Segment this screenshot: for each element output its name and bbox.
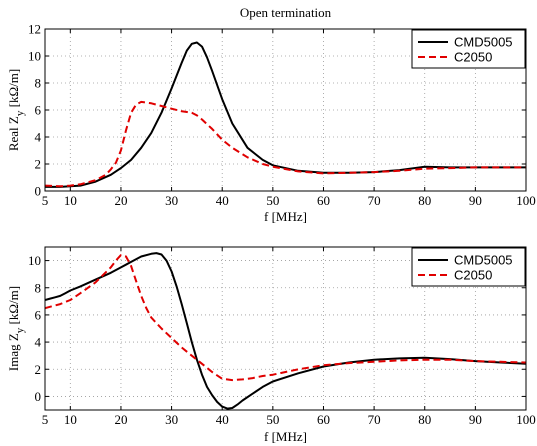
legend-label-cmd5005: CMD5005 [454,253,513,268]
panel-imag: 5 10 20 30 40 50 60 70 80 90 100 0 2 4 6 8 10 CMD5005C205… [6,246,536,444]
x-tick-label: 5 [42,193,49,208]
y-tick-label: 4 [35,335,42,350]
x-tick-label: 30 [165,412,178,427]
x-tick-label: 5 [42,412,49,427]
series-line-c2050 [45,100,526,188]
x-tick-label: 100 [516,193,536,208]
x-tick-label: 50 [266,193,279,208]
x-tick-label: 80 [418,412,431,427]
y-tick-label: 12 [28,22,41,37]
x-axis-label: f [MHz] [264,209,307,224]
x-tick-label: 90 [469,193,482,208]
x-tick-label: 20 [114,193,127,208]
y-axis-label: Imag Zy [kΩ/m] [6,286,26,371]
y-tick-label: 10 [28,253,41,268]
y-tick-label: 2 [35,362,42,377]
x-tick-label: 40 [216,193,229,208]
y-tick-label: 2 [35,157,42,172]
x-tick-label: 10 [64,412,77,427]
x-tick-label: 10 [64,193,77,208]
legend-label-c2050: C2050 [454,268,492,283]
x-tick-label: 20 [114,412,127,427]
y-tick-label: 8 [35,76,42,91]
x-tick-label: 40 [216,412,229,427]
y-tick-label: 0 [35,184,42,199]
chart-title: Open termination [240,5,332,20]
y-tick-label: 8 [35,280,42,295]
x-tick-label: 60 [317,412,330,427]
y-axis-label: Real Zy [kΩ/m] [6,69,26,151]
plot-frame [44,246,527,411]
y-tick-label: 10 [28,49,41,64]
legend-box [411,247,526,287]
x-tick-label: 30 [165,193,178,208]
plot-frame [44,28,527,192]
y-tick-label: 6 [35,307,42,322]
x-tick-label: 100 [516,412,536,427]
x-tick-label: 60 [317,193,330,208]
x-tick-label: 80 [418,193,431,208]
y-tick-label: 6 [35,103,42,118]
x-tick-label: 70 [368,193,381,208]
y-tick-label: 0 [35,389,42,404]
x-tick-label: 70 [368,412,381,427]
x-tick-label: 90 [469,412,482,427]
x-axis-label: f [MHz] [264,429,307,444]
y-tick-label: 4 [35,130,42,145]
legend-box [411,29,526,69]
legend-label-c2050: C2050 [454,50,492,65]
x-tick-label: 50 [266,412,279,427]
panel-real: 5 10 20 30 40 50 60 70 80 90 100 0 2 4 6 8 10 12 CMD5005C2… [6,5,536,224]
legend-label-cmd5005: CMD5005 [454,35,513,50]
